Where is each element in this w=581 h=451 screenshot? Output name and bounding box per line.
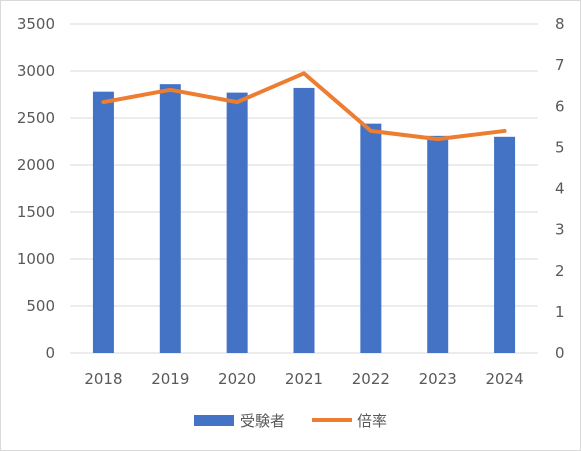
- right-axis-tick-label: 6: [555, 97, 565, 115]
- x-axis-tick-label: 2022: [352, 370, 390, 388]
- right-axis-tick-label: 0: [555, 344, 565, 362]
- left-axis-tick-label: 2500: [17, 109, 55, 127]
- bar: [226, 92, 248, 354]
- right-axis-tick-label: 7: [555, 56, 565, 74]
- left-axis-ticks: 0 500 1000 1500 2000 2500 3000 3500: [17, 15, 55, 362]
- left-axis-tick-label: 0: [45, 344, 55, 362]
- bar: [360, 123, 382, 353]
- right-axis-tick-label: 4: [555, 180, 565, 198]
- legend: 受験者 倍率: [194, 412, 387, 430]
- left-axis-tick-label: 2000: [17, 156, 55, 174]
- left-axis-tick-label: 3500: [17, 15, 55, 33]
- bar: [159, 84, 181, 353]
- right-axis-tick-label: 8: [555, 15, 565, 33]
- legend-label-bar: 受験者: [240, 412, 285, 430]
- bar: [293, 87, 315, 354]
- right-axis-tick-label: 5: [555, 138, 565, 156]
- x-axis-ticks: 2018 2019 2020 2021 2022 2023 2024: [84, 370, 523, 388]
- bar: [92, 91, 114, 354]
- bar: [494, 136, 516, 353]
- right-axis-ticks: 0 1 2 3 4 5 6 7 8: [555, 15, 565, 362]
- right-axis-tick-label: 2: [555, 262, 565, 280]
- left-axis-tick-label: 1000: [17, 250, 55, 268]
- x-axis-tick-label: 2023: [419, 370, 457, 388]
- line-series: [101, 71, 507, 142]
- left-axis-tick-label: 3000: [17, 62, 55, 80]
- x-axis-tick-label: 2021: [285, 370, 323, 388]
- x-axis-tick-label: 2019: [151, 370, 189, 388]
- bar-series: [92, 84, 516, 354]
- x-axis-tick-label: 2024: [485, 370, 523, 388]
- left-axis-tick-label: 500: [26, 297, 55, 315]
- legend-label-line: 倍率: [357, 412, 387, 430]
- x-axis-tick-label: 2018: [84, 370, 122, 388]
- right-axis-tick-label: 1: [555, 303, 565, 321]
- legend-swatch-bar: [194, 415, 234, 426]
- right-axis-tick-label: 3: [555, 221, 565, 239]
- bar: [427, 135, 449, 353]
- x-axis-tick-label: 2020: [218, 370, 256, 388]
- left-axis-tick-label: 1500: [17, 203, 55, 221]
